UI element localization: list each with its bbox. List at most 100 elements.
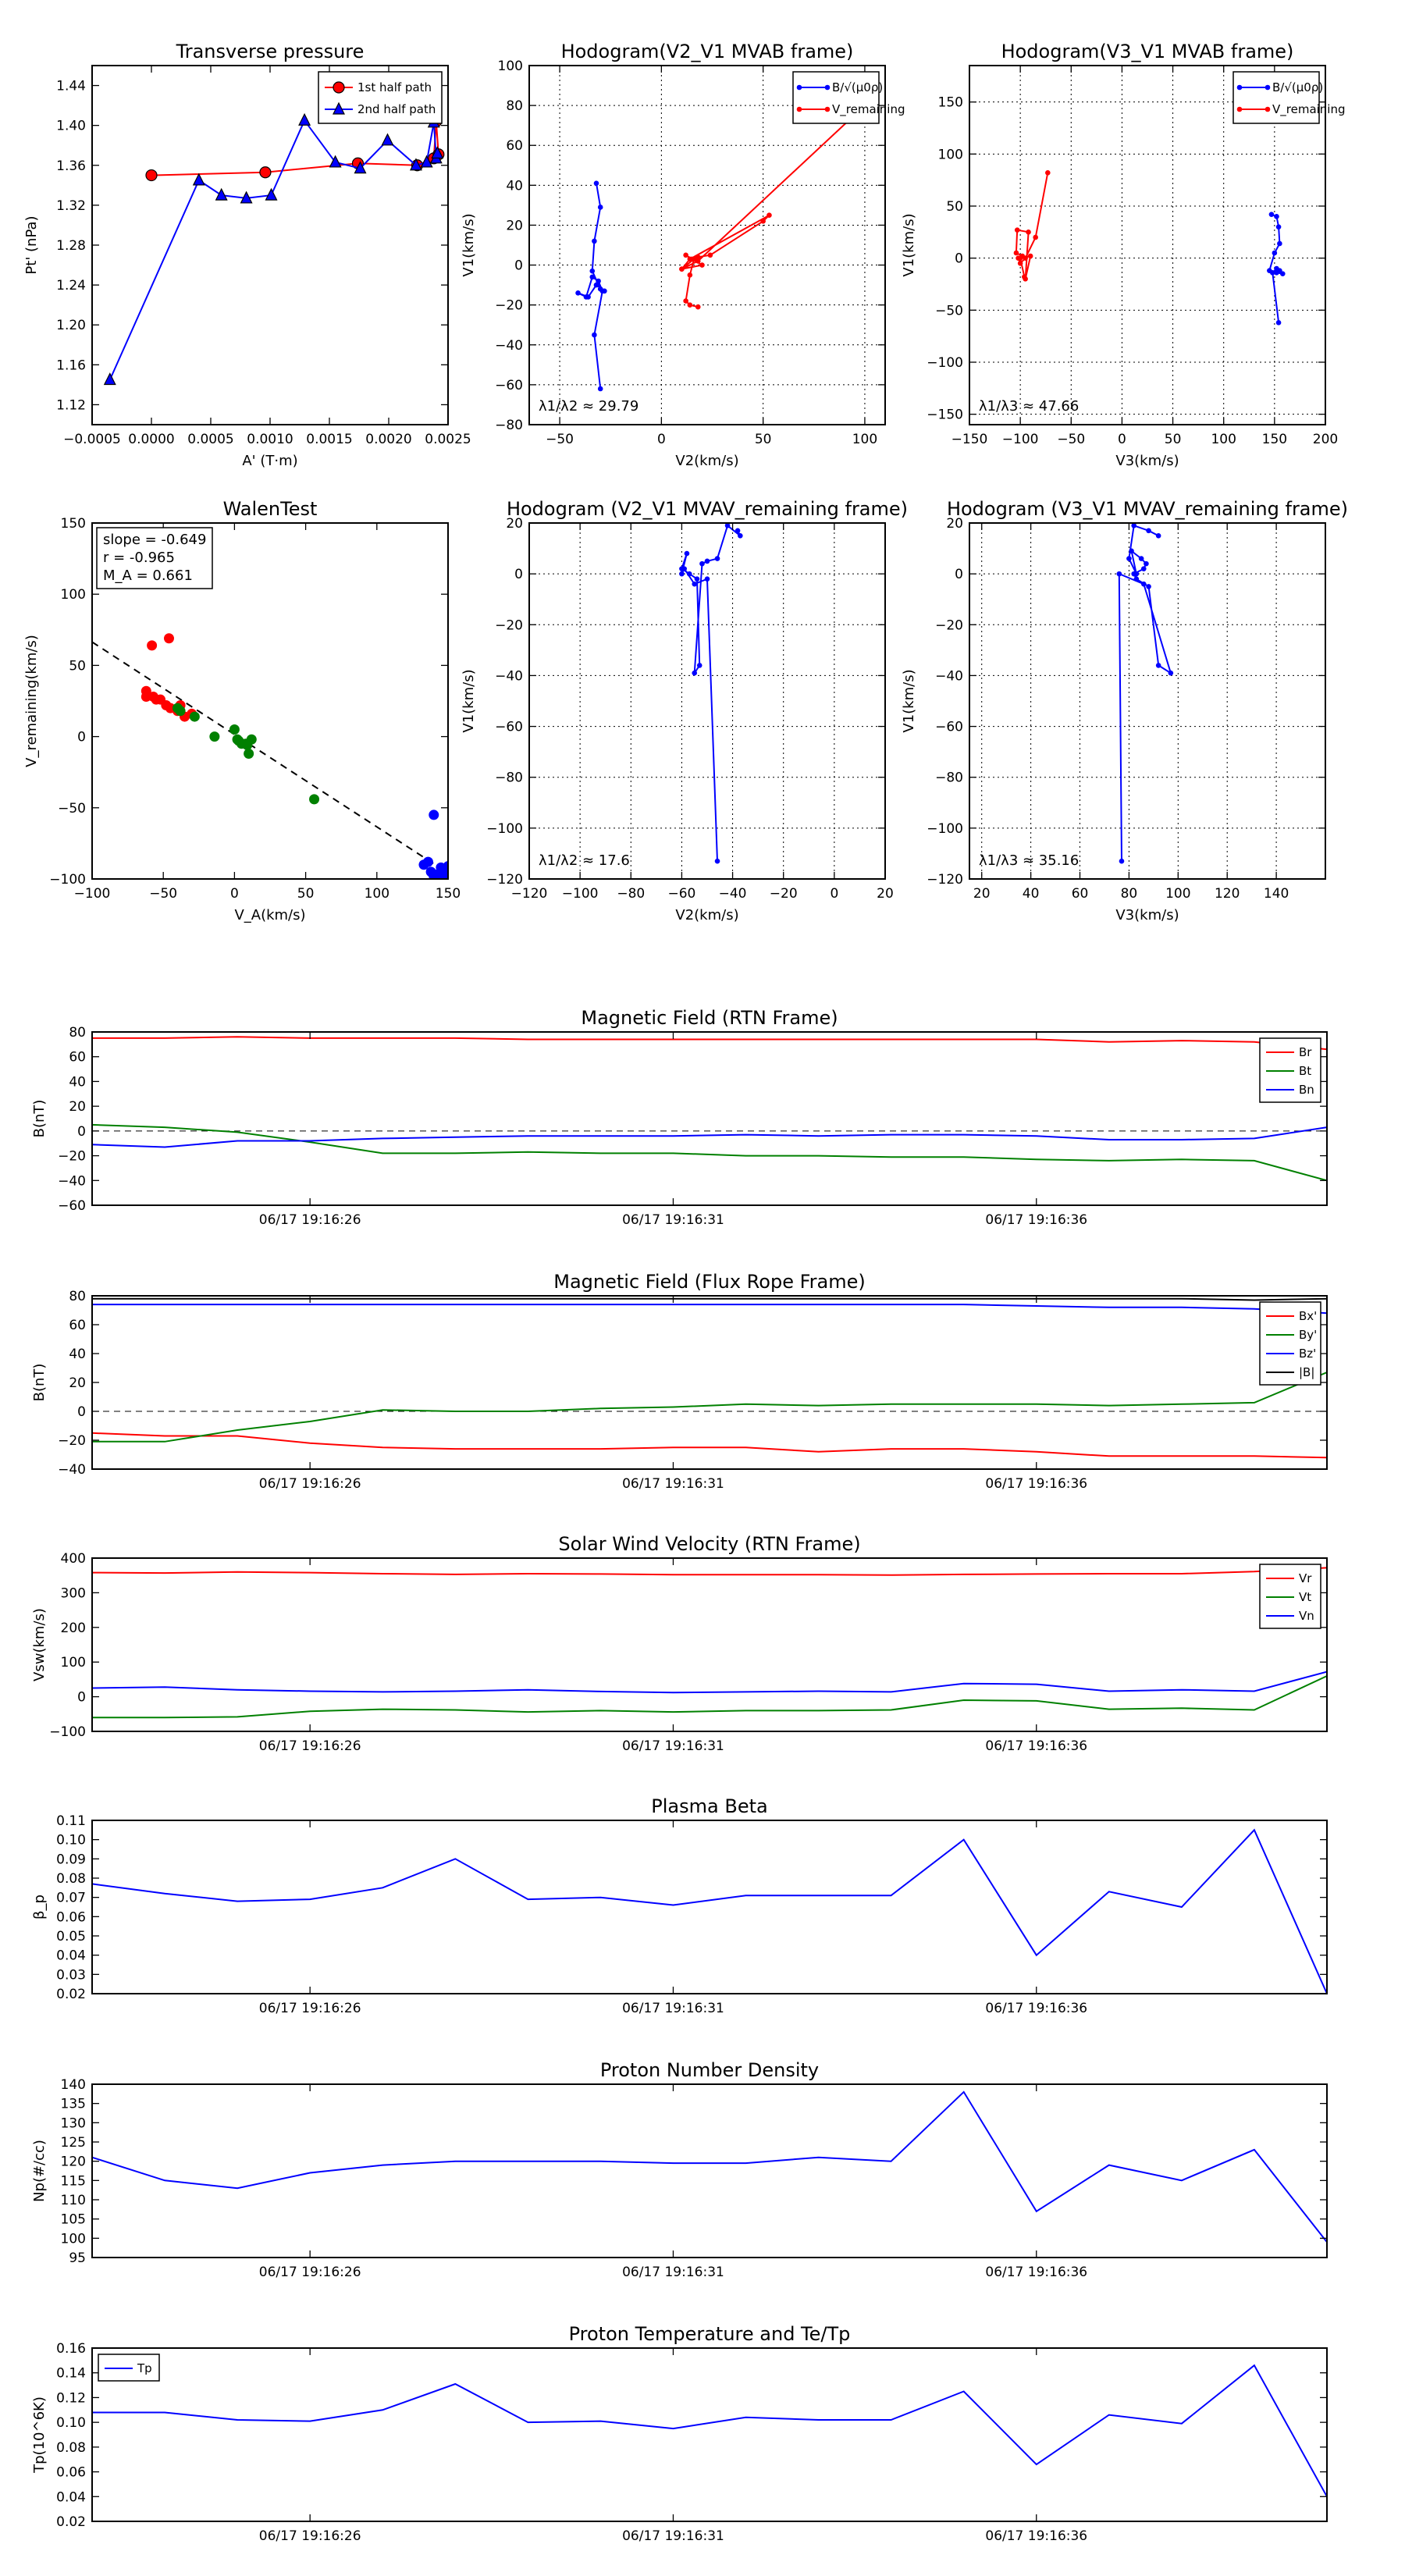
- y-tick-label: −150: [927, 407, 963, 423]
- legend: B/√(μ0ρ) V_remaining: [792, 71, 905, 124]
- chart-title: Plasma Beta: [651, 1795, 767, 1817]
- x-tick-label: 0.0025: [425, 432, 471, 447]
- data-point: [714, 556, 720, 561]
- y-tick-label: −100: [927, 355, 963, 371]
- y-tick-label: 20: [69, 1375, 86, 1391]
- y-tick-label: −20: [495, 298, 523, 314]
- marker-triangle: [265, 187, 278, 201]
- x-tick-label: 120: [1215, 886, 1240, 902]
- y-tick-label: 100: [498, 59, 523, 74]
- legend: Bx' By' Bz' |B|: [1259, 1301, 1321, 1386]
- x-tick-label: −120: [511, 886, 548, 902]
- marker-circle: [145, 169, 158, 182]
- y-tick-label: 0: [955, 251, 963, 267]
- x-tick-label: 06/17 19:16:26: [259, 2001, 361, 2016]
- data-point: [696, 663, 702, 668]
- y-tick-label: 0: [955, 567, 963, 582]
- x-tick-label: 0: [230, 886, 239, 902]
- x-tick-label: 100: [1165, 886, 1190, 902]
- y-tick-label: 150: [938, 95, 963, 111]
- x-tick-label: 0: [830, 886, 838, 902]
- x-axis-label: V3(km/s): [1115, 907, 1179, 923]
- y-tick-label: 100: [61, 1655, 86, 1670]
- y-tick-label: −60: [495, 720, 523, 735]
- y-axis-label: B(nT): [31, 1364, 48, 1402]
- y-tick-label: −20: [935, 617, 963, 633]
- y-tick-label: 40: [506, 178, 523, 194]
- y-tick-label: 20: [506, 218, 523, 233]
- legend-box: [792, 71, 880, 124]
- x-tick-label: 06/17 19:16:31: [622, 2528, 724, 2544]
- y-tick-label: 0: [77, 1690, 86, 1706]
- x-tick-label: 150: [1262, 432, 1287, 447]
- y-tick-label: 105: [61, 2212, 86, 2228]
- x-axis-label: V3(km/s): [1115, 453, 1179, 469]
- x-tick-label: 06/17 19:16:31: [622, 2265, 724, 2280]
- chart-mag_fr: 06/17 19:16:26 06/17 19:16:31 06/17 19:16:…: [31, 1271, 1328, 1492]
- chart-title: Transverse pressure: [176, 41, 365, 62]
- data-point: [1272, 250, 1278, 256]
- x-tick-label: 50: [297, 886, 315, 902]
- x-tick-label: 0: [1118, 432, 1126, 447]
- y-tick-label: 0.10: [56, 1833, 86, 1848]
- y-tick-label: 60: [506, 138, 523, 154]
- y-tick-label: 0.04: [56, 2489, 86, 2505]
- x-tick-label: 06/17 19:16:36: [985, 1212, 1087, 1228]
- data-layer: [92, 1036, 1327, 1182]
- y-tick-label: 1.24: [56, 278, 86, 294]
- legend-marker: [1264, 106, 1271, 112]
- y-axis-label: V1(km/s): [901, 669, 917, 732]
- x-tick-label: 06/17 19:16:26: [259, 1212, 361, 1228]
- scatter-point: [242, 740, 253, 751]
- y-tick-label: −50: [935, 303, 963, 318]
- y-tick-label: 0.11: [56, 1813, 86, 1829]
- plot-frame: [91, 1820, 1328, 1994]
- chart-vsw: 06/17 19:16:26 06/17 19:16:31 06/17 19:16:…: [31, 1533, 1328, 1754]
- plot-frame: [91, 1031, 1328, 1206]
- scatter-point: [209, 731, 220, 742]
- marker-triangle: [240, 190, 253, 204]
- y-tick-label: 0.02: [56, 1987, 86, 2002]
- marker-triangle: [354, 161, 367, 174]
- data-point: [679, 266, 685, 272]
- y-tick-label: 120: [61, 2154, 86, 2170]
- x-tick-label: −20: [770, 886, 798, 902]
- data-point: [589, 268, 596, 274]
- x-tick-label: 0.0020: [365, 432, 411, 447]
- y-axis-label: Vsw(km/s): [31, 1608, 48, 1681]
- data-point: [1155, 532, 1161, 539]
- x-tick-label: 50: [1165, 432, 1182, 447]
- y-tick-label: −80: [495, 418, 523, 433]
- marker-triangle: [381, 133, 394, 146]
- data-point: [683, 298, 688, 304]
- chart-tp: −0.0005 0.0000 0.0005 0.0010 0.0015 0.0020 0.0…: [23, 41, 471, 469]
- legend-label: V_remaining: [1272, 102, 1346, 117]
- x-axis-label: V_A(km/s): [234, 907, 305, 923]
- data-point: [1133, 576, 1140, 582]
- chart-title: Hodogram (V3_V1 MVAV_remaining frame): [947, 498, 1348, 520]
- y-tick-label: 1.28: [56, 238, 86, 254]
- x-tick-label: 06/17 19:16:26: [259, 1476, 361, 1492]
- y-tick-label: 400: [61, 1551, 86, 1567]
- data-point: [679, 571, 685, 577]
- legend-label: Vr: [1299, 1571, 1312, 1585]
- scatter-point: [309, 794, 320, 805]
- data-point: [597, 386, 603, 392]
- legend-marker: [824, 84, 831, 91]
- plot-frame: [91, 2083, 1328, 2258]
- y-tick-label: −40: [495, 668, 523, 684]
- data-point: [1144, 560, 1149, 567]
- data-layer: [92, 1297, 1327, 1459]
- data-point: [592, 238, 597, 244]
- y-tick-label: −100: [486, 821, 523, 837]
- data-layer: [1013, 170, 1286, 326]
- data-point: [599, 288, 606, 294]
- plot-frame: [528, 65, 886, 425]
- chart-h1: −50 0 50 100 −80 −60 −40 −20 0 20 40 60 80 100 Hodogra…: [461, 41, 905, 469]
- series-line-|B|: [92, 1297, 1327, 1301]
- x-tick-label: 100: [1211, 432, 1236, 447]
- y-tick-label: 0.12: [56, 2390, 86, 2406]
- chart-title: Magnetic Field (RTN Frame): [581, 1007, 838, 1029]
- chart-h3: −120 −100 −80 −60 −40 −20 0 20 −120 −100 −80 −60 −40…: [461, 498, 908, 923]
- y-tick-label: 0.03: [56, 1967, 86, 1983]
